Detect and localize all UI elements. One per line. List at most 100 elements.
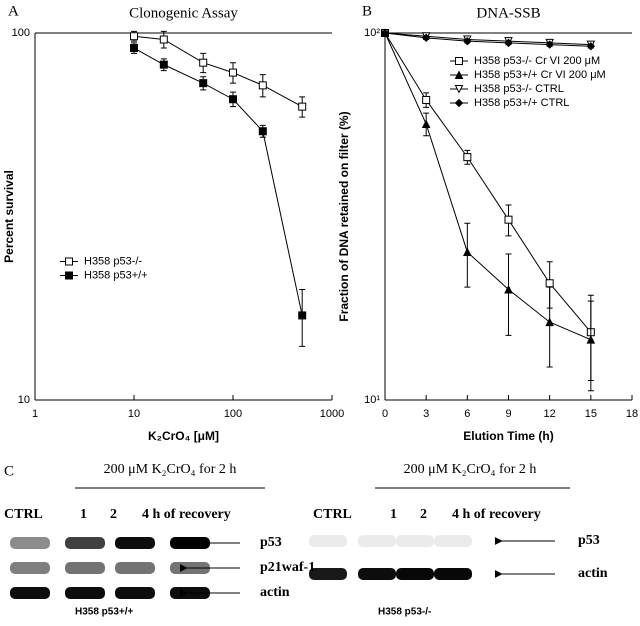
lane-label: 4 h of recovery — [452, 507, 541, 522]
x-tick-label: 0 — [382, 408, 388, 420]
legend-label: H358 p53-/- Cr VI 200 μM — [474, 55, 600, 67]
marker — [258, 127, 267, 136]
blot-band — [309, 568, 347, 580]
series-line — [384, 32, 591, 47]
marker — [159, 60, 168, 69]
protein-label: actin — [260, 585, 290, 600]
lane-label: 2 — [110, 507, 117, 522]
x-tick-label: 100 — [224, 408, 242, 420]
lane-label: 1 — [390, 507, 397, 522]
blot-band — [10, 587, 50, 599]
series-line — [384, 32, 591, 46]
protein-label: actin — [578, 566, 608, 581]
blot-band — [65, 537, 105, 549]
panel-label: C — [4, 463, 14, 479]
blot-band — [10, 562, 50, 574]
marker — [586, 42, 596, 51]
legend-label: H358 p53-/- — [84, 255, 142, 267]
blot-band — [309, 535, 347, 547]
error-bar — [546, 286, 553, 368]
lane-label: 2 — [420, 507, 427, 522]
marker — [380, 28, 390, 38]
blot-band — [434, 568, 472, 580]
x-tick-label: 9 — [505, 408, 511, 420]
y-tick-label: 100 — [12, 27, 30, 39]
blot-band — [396, 535, 434, 547]
series-line — [384, 32, 592, 333]
marker — [421, 33, 431, 43]
y-tick-label: 10² — [364, 27, 380, 39]
legend-label: H358 p53+/+ — [84, 269, 148, 281]
marker — [545, 317, 554, 327]
x-axis-label: K₂CrO₄ [μM] — [148, 429, 219, 443]
x-axis-label: Elution Time (h) — [463, 429, 553, 443]
series-line — [133, 35, 303, 108]
blot-band — [358, 568, 396, 580]
y-axis-label: Percent survival — [2, 170, 16, 263]
y-axis-label: Fraction of DNA retained on filter (%) — [337, 111, 351, 321]
marker — [545, 279, 554, 288]
series-line — [384, 32, 592, 341]
panel-label: B — [362, 3, 372, 19]
cell-line-label: H358 p53+/+ — [75, 607, 134, 618]
lane-label: 1 — [80, 507, 87, 522]
treatment-label: 200 μM K₂CrO₄ for 2 h — [104, 462, 237, 477]
marker — [463, 153, 472, 162]
legend-label: H358 p53+/+ CTRL — [474, 97, 569, 109]
x-tick-label: 12 — [544, 408, 556, 420]
y-tick-label: 10¹ — [364, 394, 380, 406]
protein-label: p53 — [260, 535, 282, 550]
error-bar — [505, 253, 512, 336]
blot-band — [115, 537, 155, 549]
cell-line-label: H358 p53-/- — [378, 607, 431, 618]
series-line — [133, 47, 303, 316]
blot-band — [65, 562, 105, 574]
blot-band — [10, 537, 50, 549]
marker — [422, 95, 431, 104]
marker — [199, 79, 208, 88]
marker — [463, 247, 472, 257]
x-tick-label: 6 — [464, 408, 470, 420]
panel-label: A — [8, 3, 19, 19]
marker — [545, 40, 554, 49]
lane-label: CTRL — [313, 507, 352, 522]
lane-label: 4 h of recovery — [142, 507, 231, 522]
blot-band — [115, 562, 155, 574]
blot-band — [65, 587, 105, 599]
marker — [65, 271, 73, 280]
marker — [504, 215, 513, 224]
marker — [454, 70, 464, 79]
protein-label: p53 — [578, 533, 600, 548]
x-tick-label: 15 — [585, 408, 597, 420]
x-tick-label: 18 — [626, 408, 638, 420]
x-tick-label: 1000 — [320, 408, 344, 420]
lane-label: CTRL — [4, 507, 43, 522]
x-tick-label: 1 — [32, 408, 38, 420]
legend-label: H358 p53+/+ Cr VI 200 μM — [474, 69, 606, 81]
chart-title: Clonogenic Assay — [129, 5, 238, 21]
x-tick-label: 3 — [423, 408, 429, 420]
legend-label: H358 p53-/- CTRL — [474, 83, 564, 95]
marker — [229, 68, 237, 77]
protein-label: p21waf-1 — [260, 560, 315, 575]
blot-band — [396, 568, 434, 580]
marker — [455, 57, 463, 65]
x-tick-label: 10 — [128, 408, 140, 420]
marker — [463, 36, 472, 46]
marker — [229, 95, 237, 104]
marker — [504, 284, 513, 294]
marker — [65, 257, 73, 266]
error-bar — [587, 300, 594, 392]
blot-band — [115, 587, 155, 599]
marker — [298, 311, 307, 320]
marker — [298, 102, 307, 111]
y-tick-label: 10 — [18, 394, 30, 406]
chart-title: DNA-SSB — [476, 5, 540, 21]
blot-band — [358, 535, 396, 547]
marker — [504, 38, 513, 48]
marker — [130, 44, 138, 53]
marker — [199, 58, 208, 67]
marker — [159, 35, 168, 44]
marker — [586, 335, 596, 344]
